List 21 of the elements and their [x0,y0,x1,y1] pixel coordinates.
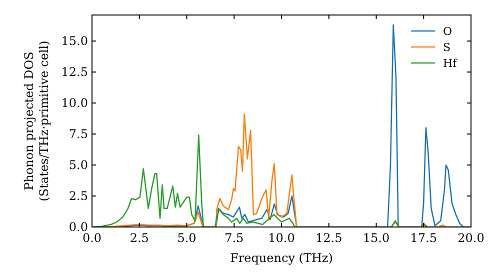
x-tick-label: 15.0 [362,231,390,245]
legend-label: O [443,25,452,38]
y-tick-label: 0.0 [68,220,88,234]
x-tick-label: 12.5 [316,231,342,245]
x-tick-label: 0.0 [82,231,102,245]
x-tick-label: 17.5 [410,231,437,245]
x-tick-label: 10.0 [268,231,295,245]
x-tick-label: 5.0 [177,231,196,245]
y-tick-label: 2.5 [68,189,88,204]
x-tick-label: 7.5 [224,231,244,245]
y-tick-label: 10.0 [61,96,88,110]
y-tick-label: 7.5 [68,127,88,142]
x-axis-title: Frequency (THz) [230,251,333,265]
y-axis-title: Phonon projected DOS (States/THz·primitive cell) [22,40,51,202]
y-tick-label: 12.5 [61,65,88,80]
y-tick-label: 5.0 [68,158,88,172]
x-tick-label: 2.5 [130,231,149,245]
legend-label: S [443,41,451,54]
legend-label: Hf [443,57,458,70]
y-tick-label: 15.0 [61,34,88,48]
x-tick-label: 20.0 [458,231,484,245]
